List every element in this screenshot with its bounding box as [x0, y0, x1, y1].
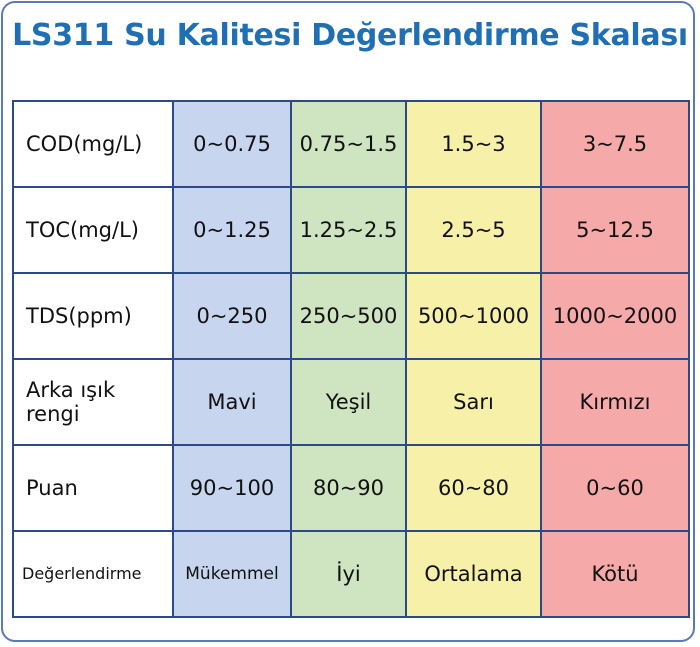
cell: 0.75~1.5	[290, 100, 407, 188]
cell: 1.5~3	[405, 100, 542, 188]
cell: 5~12.5	[540, 186, 690, 274]
cell: 90~100	[172, 444, 292, 532]
cell: 60~80	[405, 444, 542, 532]
table-row: Değerlendirme Mükemmel İyi Ortalama Kötü	[12, 530, 690, 618]
cell: 80~90	[290, 444, 407, 532]
cell: 0~250	[172, 272, 292, 360]
table-row: Arka ışık rengi Mavi Yeşil Sarı Kırmızı	[12, 358, 690, 446]
table-row: Puan 90~100 80~90 60~80 0~60	[12, 444, 690, 532]
cell: Mavi	[172, 358, 292, 446]
cell: İyi	[290, 530, 407, 618]
cell: Kırmızı	[540, 358, 690, 446]
scale-table: COD(mg/L) 0~0.75 0.75~1.5 1.5~3 3~7.5 TOC(mg/…	[12, 100, 690, 618]
row-label: TOC(mg/L)	[12, 186, 174, 274]
cell: Ortalama	[405, 530, 542, 618]
cell: 250~500	[290, 272, 407, 360]
table-row: TDS(ppm) 0~250 250~500 500~1000 1000~2000	[12, 272, 690, 360]
row-label: COD(mg/L)	[12, 100, 174, 188]
row-label: Değerlendirme	[12, 530, 174, 618]
row-label: Puan	[12, 444, 174, 532]
cell: 0~1.25	[172, 186, 292, 274]
title: LS311 Su Kalitesi Değerlendirme Skalası	[12, 18, 688, 53]
row-label: TDS(ppm)	[12, 272, 174, 360]
cell: 0~0.75	[172, 100, 292, 188]
cell: 1.25~2.5	[290, 186, 407, 274]
cell: 3~7.5	[540, 100, 690, 188]
cell: Mükemmel	[172, 530, 292, 618]
cell: Sarı	[405, 358, 542, 446]
cell: 500~1000	[405, 272, 542, 360]
cell: 1000~2000	[540, 272, 690, 360]
table-row: COD(mg/L) 0~0.75 0.75~1.5 1.5~3 3~7.5	[12, 100, 690, 188]
table-row: TOC(mg/L) 0~1.25 1.25~2.5 2.5~5 5~12.5	[12, 186, 690, 274]
cell: Yeşil	[290, 358, 407, 446]
cell: Kötü	[540, 530, 690, 618]
cell: 0~60	[540, 444, 690, 532]
cell: 2.5~5	[405, 186, 542, 274]
row-label: Arka ışık rengi	[12, 358, 174, 446]
